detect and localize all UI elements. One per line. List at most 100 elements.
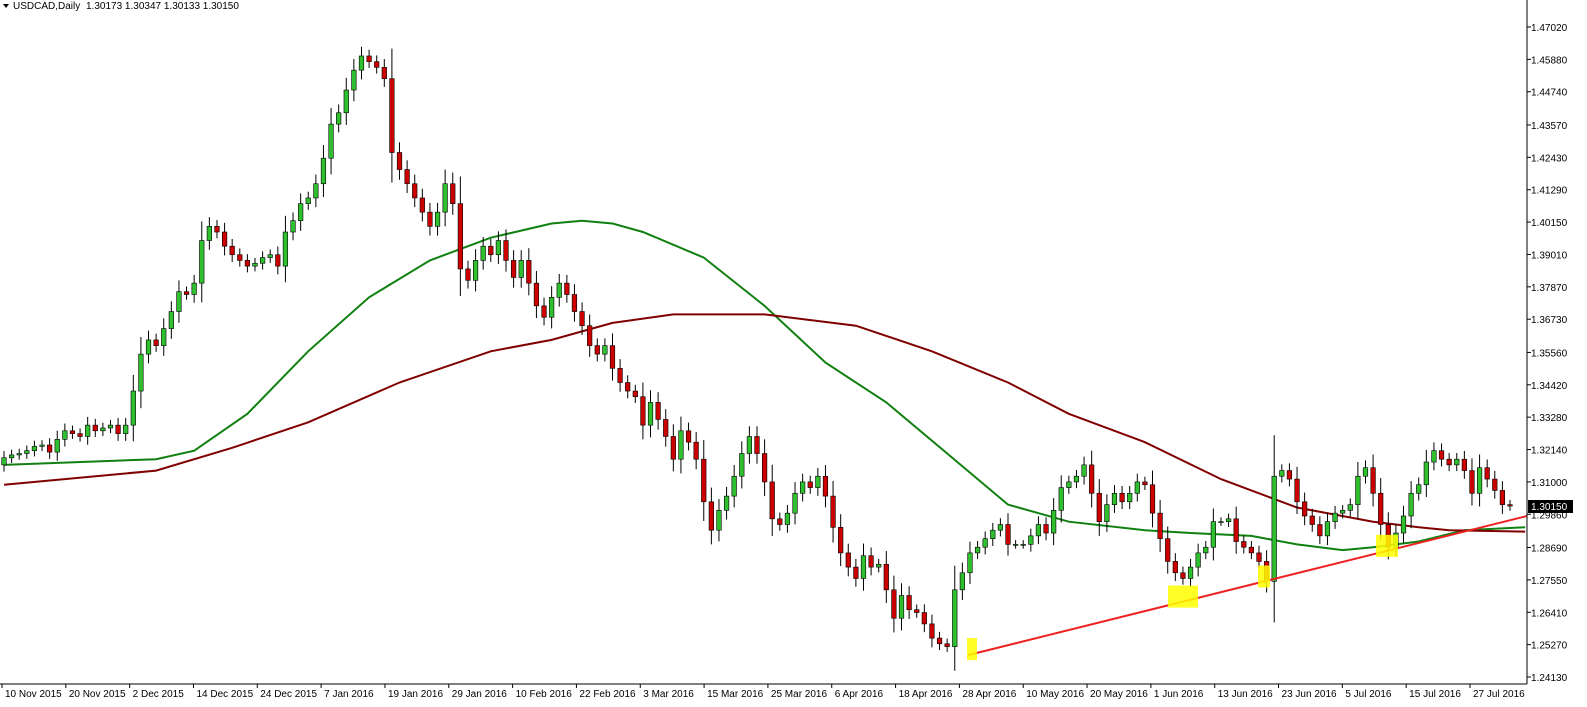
time-tick-label: 10 Feb 2016: [516, 689, 573, 700]
collapse-arrow-icon[interactable]: [3, 4, 9, 8]
candle-body: [762, 453, 768, 483]
time-tick-label: 5 Jul 2016: [1345, 689, 1392, 700]
candle: [952, 565, 958, 671]
time-tick-label: 14 Dec 2015: [196, 689, 253, 700]
candle-body: [853, 566, 859, 579]
candle-body: [427, 211, 433, 227]
candle-body: [472, 260, 479, 281]
candle-body: [47, 444, 53, 453]
candle: [85, 416, 91, 445]
touch-highlight: [1258, 565, 1270, 588]
candle: [739, 441, 745, 489]
candle: [1286, 463, 1293, 487]
candle-body: [1332, 512, 1338, 522]
candle: [762, 439, 768, 497]
candle-body: [404, 169, 410, 185]
candle-body: [1317, 524, 1323, 537]
candle-body: [69, 430, 76, 434]
candle: [1, 451, 7, 472]
candle-body: [206, 226, 212, 241]
candle: [313, 174, 319, 208]
candle: [237, 248, 243, 267]
slow-ma-line: [3, 313, 1526, 533]
price-axis: 1.47020 1.45880 1.44740 1.43570 1.42430 1.412…: [1527, 23, 1568, 684]
time-tick-label: 19 Jan 2016: [388, 689, 443, 700]
candle-body: [845, 552, 851, 568]
candle-body: [533, 282, 540, 307]
candle-body: [54, 439, 60, 453]
candle-body: [1499, 490, 1505, 505]
candle-body: [541, 305, 547, 318]
candle-body: [1142, 481, 1148, 486]
candle: [1157, 499, 1163, 552]
candle-body: [1286, 470, 1293, 480]
candle-body: [138, 353, 144, 392]
moving-averages: [3, 219, 1526, 552]
candle-body: [1248, 546, 1254, 554]
price-tick-label: 1.24130: [1531, 673, 1568, 684]
price-tick-label: 1.43570: [1531, 121, 1568, 132]
candle-body: [815, 475, 821, 488]
candle: [1225, 513, 1232, 527]
candle-body: [434, 211, 441, 227]
candle: [685, 422, 692, 451]
candle: [495, 231, 501, 264]
candle-body: [31, 446, 38, 451]
candle-body: [1134, 481, 1140, 494]
candle-body: [419, 197, 425, 213]
candle: [1035, 516, 1042, 545]
candle-body: [1355, 475, 1361, 505]
time-tick-label: 24 Dec 2015: [260, 689, 317, 700]
candle-body: [1454, 458, 1460, 466]
candle-body: [1081, 464, 1087, 477]
candle-body: [860, 555, 867, 579]
candle: [191, 274, 197, 303]
candle: [1340, 505, 1346, 519]
candle: [518, 250, 524, 288]
candle-body: [579, 311, 585, 327]
candle: [997, 518, 1003, 537]
candle: [1499, 481, 1505, 514]
candle: [1187, 558, 1194, 587]
candle-body: [1400, 515, 1407, 534]
candle-body: [107, 424, 114, 429]
candle-body: [914, 609, 920, 613]
candle: [663, 409, 669, 447]
candle: [777, 512, 783, 531]
candle-body: [1408, 492, 1414, 517]
price-tick-label: 1.32140: [1531, 446, 1568, 457]
candle: [275, 246, 281, 275]
candle-body: [244, 260, 250, 267]
candle: [1454, 452, 1460, 472]
candle-body: [1058, 487, 1064, 511]
time-tick-label: 3 Mar 2016: [643, 689, 694, 700]
candle: [381, 59, 387, 87]
candle-body: [1416, 484, 1422, 494]
candle-body: [183, 291, 190, 295]
candle: [731, 465, 737, 508]
candle-body: [412, 183, 418, 199]
candle: [708, 487, 714, 545]
price-tick-label: 1.25270: [1531, 641, 1568, 652]
candle-body: [39, 444, 45, 447]
candle: [9, 449, 15, 464]
candle: [389, 48, 395, 183]
candle: [351, 58, 357, 102]
candle-body: [358, 55, 365, 71]
candle: [1355, 462, 1361, 519]
candle-body: [1210, 521, 1216, 548]
candle: [769, 464, 775, 537]
candle: [1324, 512, 1331, 546]
candle-body: [518, 260, 524, 278]
candle-body: [1195, 552, 1201, 568]
candle-body: [602, 345, 608, 355]
candle-body: [1051, 510, 1057, 534]
time-tick-label: 7 Jan 2016: [324, 689, 374, 700]
candle: [206, 217, 212, 250]
candle-body: [1370, 467, 1376, 494]
candle-body: [1149, 484, 1156, 514]
candle-body: [655, 402, 661, 420]
price-tick-label: 1.29860: [1531, 510, 1568, 521]
candle: [1492, 470, 1498, 499]
